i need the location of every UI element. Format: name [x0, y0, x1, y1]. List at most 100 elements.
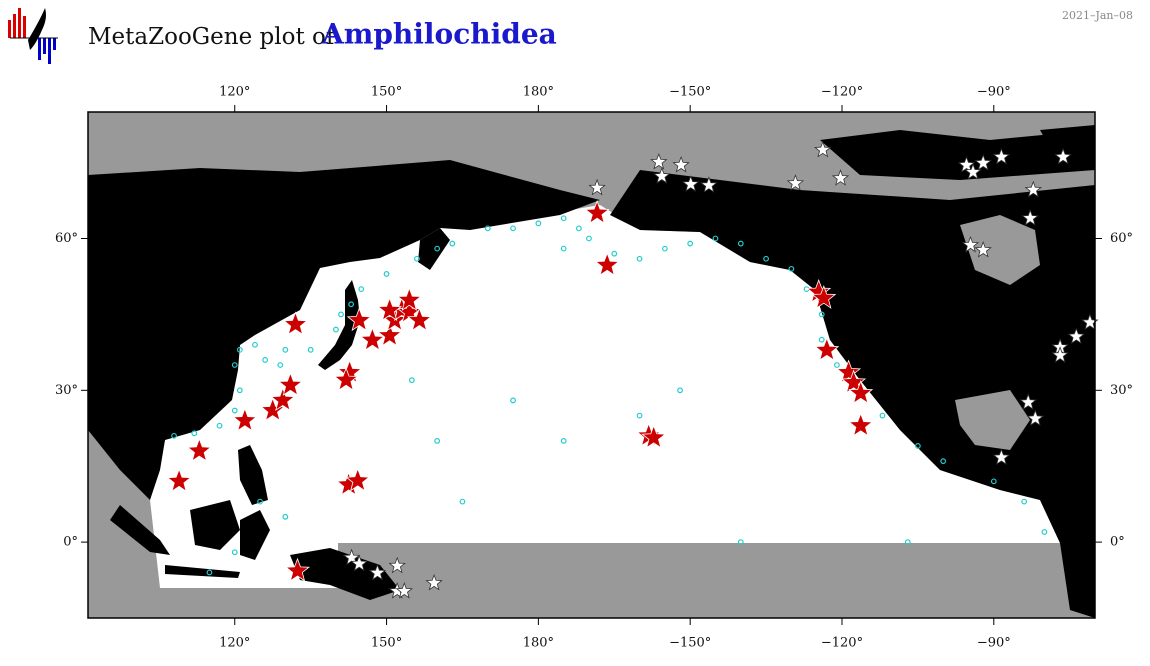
white-star	[992, 448, 1011, 466]
sample-point	[818, 336, 825, 343]
gulf-of-mexico	[955, 390, 1030, 450]
hudson-bay	[960, 215, 1040, 285]
sample-point	[1041, 529, 1048, 535]
red-star	[848, 380, 874, 404]
y-tick-label-right: 30°	[1110, 383, 1133, 398]
white-star	[682, 175, 700, 192]
white-star	[653, 167, 671, 184]
sample-point	[191, 430, 198, 437]
land-sumatra	[110, 505, 170, 555]
x-tick-label-bottom: 180°	[523, 636, 554, 651]
x-tick-label-top: 120°	[219, 85, 250, 100]
sample-point	[560, 215, 567, 222]
sample-point	[611, 250, 618, 257]
red-star	[396, 287, 422, 311]
sample-point	[338, 311, 344, 318]
sampled-region	[150, 205, 1060, 588]
sample-point	[586, 235, 592, 242]
red-star	[186, 437, 212, 462]
sample-point	[788, 265, 795, 272]
red-star	[285, 557, 310, 582]
sample-point	[737, 539, 744, 545]
white-star	[961, 235, 980, 253]
red-star	[345, 467, 371, 492]
logo	[8, 8, 58, 64]
white-star	[1021, 209, 1039, 226]
x-tick-label-top: −90°	[977, 85, 1011, 100]
white-star	[700, 176, 718, 193]
sample-point	[661, 245, 668, 252]
sample-point	[737, 240, 744, 247]
white-star	[1026, 409, 1044, 427]
red-star	[841, 369, 867, 394]
y-tick-label-left: 60°	[55, 231, 78, 246]
land-asia	[88, 160, 600, 500]
sample-point	[171, 432, 177, 439]
y-tick-label-left: 0°	[63, 535, 78, 550]
sample-point	[277, 362, 284, 368]
sample-point	[834, 362, 840, 368]
white-star	[388, 556, 406, 574]
sample-point	[434, 438, 441, 444]
land-java	[165, 565, 240, 578]
red-star	[377, 322, 403, 347]
sample-point	[231, 362, 238, 368]
sample-point	[763, 255, 769, 262]
sample-point	[282, 346, 289, 353]
sample-point	[257, 498, 263, 505]
red-star	[811, 285, 837, 309]
sample-point	[282, 513, 289, 520]
white-star	[672, 155, 690, 173]
white-star	[814, 140, 832, 158]
red-star	[232, 407, 258, 432]
white-star	[786, 174, 805, 191]
red-star	[283, 311, 308, 336]
white-star	[831, 169, 850, 186]
sample-point	[677, 387, 683, 394]
sample-point	[560, 245, 567, 252]
white-star	[1067, 327, 1085, 345]
sample-point	[636, 255, 643, 262]
x-tick-label-bottom: −120°	[821, 636, 863, 651]
title: MetaZooGene plot of	[88, 24, 336, 50]
sample-point	[206, 569, 213, 576]
white-star	[974, 240, 992, 258]
land-philippines	[238, 445, 268, 505]
sample-point	[252, 341, 258, 348]
sample-point	[914, 443, 921, 449]
white-star	[1024, 180, 1042, 198]
red-star	[166, 468, 192, 493]
red-star	[836, 359, 862, 384]
sample-point	[333, 326, 339, 333]
y-tick-label-left: 30°	[55, 383, 78, 398]
sample-point	[560, 438, 567, 444]
red-star	[346, 307, 372, 332]
land-kamchatka	[418, 228, 450, 270]
taxon: Amphilochidea	[321, 18, 557, 51]
red-star	[848, 412, 874, 437]
sample-point	[940, 458, 947, 465]
sample-point	[879, 412, 886, 419]
x-tick-label-bottom: −150°	[669, 636, 711, 651]
x-tick-label-top: −150°	[669, 85, 711, 100]
land-north-america	[610, 170, 1095, 618]
date: 2021–Jan–08	[1062, 9, 1133, 22]
white-star	[1051, 346, 1069, 363]
red-star	[359, 327, 385, 351]
sample-point	[687, 240, 694, 247]
sample-point	[818, 311, 825, 318]
sample-point	[414, 255, 420, 262]
red-star	[584, 200, 610, 224]
red-star	[406, 307, 433, 332]
sample-point	[575, 225, 582, 232]
sample-point	[236, 346, 243, 353]
red-star	[814, 337, 840, 361]
red-star	[333, 367, 359, 391]
y-tick-label-right: 0°	[1110, 535, 1125, 550]
data-marks	[166, 140, 1099, 599]
x-tick-label-bottom: 120°	[219, 636, 250, 651]
map-area	[88, 112, 1095, 618]
sample-point	[434, 245, 441, 252]
sample-point	[348, 301, 355, 308]
